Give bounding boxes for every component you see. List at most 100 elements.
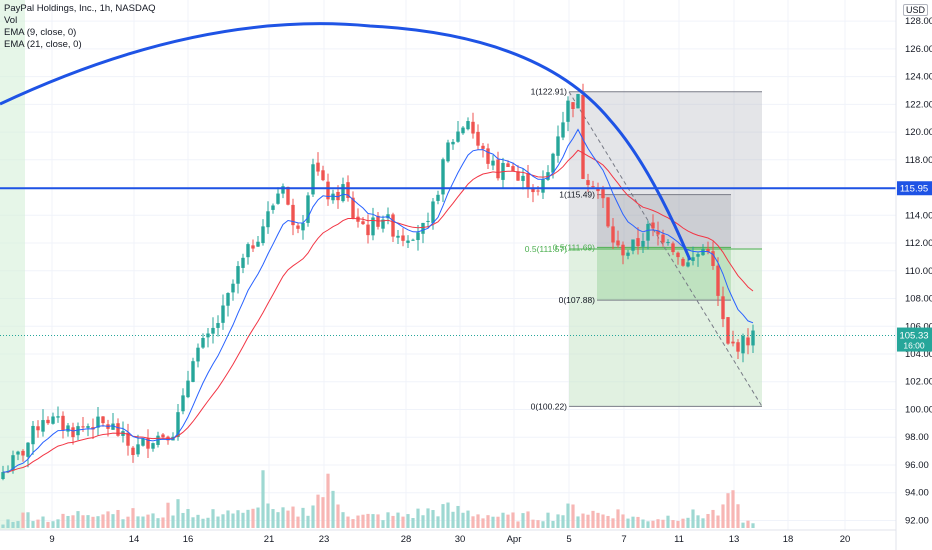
volume-bar <box>321 497 325 528</box>
session-highlight <box>0 0 25 530</box>
volume-bar <box>711 509 715 528</box>
volume-bar <box>681 518 685 528</box>
fib-level-label: 1(115.49) <box>559 190 595 200</box>
candle-body <box>91 427 95 430</box>
candle-body <box>576 94 580 109</box>
volume-bar <box>171 515 175 528</box>
volume-bar <box>96 516 100 528</box>
volume-bar <box>141 516 145 528</box>
volume-bar <box>11 521 15 528</box>
last-price-text: 105.33 <box>899 331 928 342</box>
volume-bar <box>446 502 450 528</box>
volume-bar <box>621 514 625 528</box>
volume-bar <box>271 509 275 528</box>
candle-body <box>296 225 300 229</box>
volume-bar <box>416 508 420 528</box>
volume-bar <box>636 516 640 528</box>
volume-bar <box>656 519 660 528</box>
candle-body <box>581 94 585 179</box>
volume-bar <box>676 520 680 528</box>
volume-bar <box>721 504 725 528</box>
candle-body <box>186 380 190 398</box>
candle-body <box>371 217 375 236</box>
candle-body <box>626 252 630 256</box>
volume-bar <box>161 517 165 528</box>
volume-bar <box>471 516 475 528</box>
candle-body <box>291 204 295 226</box>
candle-body <box>716 265 720 296</box>
volume-bar <box>256 507 260 528</box>
volume-bar <box>231 513 235 528</box>
candle-body <box>446 142 450 162</box>
time-tick-label: 30 <box>455 534 466 545</box>
candle-body <box>541 179 545 193</box>
volume-bar <box>631 516 635 528</box>
volume-bar <box>396 512 400 528</box>
volume-bar <box>376 514 380 528</box>
volume-bar <box>201 518 205 528</box>
candle-body <box>601 189 605 199</box>
volume-bar <box>751 523 755 528</box>
candle-body <box>631 239 635 251</box>
currency-button[interactable]: USD <box>902 4 928 16</box>
candle-body <box>141 438 145 446</box>
candle-body <box>481 145 485 149</box>
candle-body <box>66 425 70 432</box>
volume-bar <box>1 524 5 528</box>
candle-body <box>651 222 655 229</box>
volume-bar <box>616 509 620 528</box>
candle-body <box>656 230 660 235</box>
candle-body <box>381 219 385 229</box>
candle-body <box>161 434 165 438</box>
fib-lower-zone <box>569 248 762 407</box>
volume-bar <box>476 514 480 528</box>
candle-body <box>276 193 280 204</box>
candle-body <box>361 221 365 225</box>
candle-body <box>351 197 355 219</box>
candle-body <box>336 191 340 201</box>
volume-bar <box>546 512 550 528</box>
volume-bar <box>661 519 665 528</box>
candle-body <box>181 395 185 412</box>
time-tick-label: 14 <box>129 534 140 545</box>
candle-body <box>636 238 640 247</box>
time-tick-label: 20 <box>840 534 851 545</box>
volume-bar <box>506 514 510 528</box>
candle-body <box>191 361 195 382</box>
candle-body <box>176 412 180 437</box>
volume-bar <box>71 515 75 528</box>
candle-body <box>266 211 270 228</box>
price-tick-label: 106.00 <box>905 321 932 332</box>
volume-bar <box>486 515 490 528</box>
volume-bar <box>6 519 10 528</box>
candle-body <box>216 323 220 328</box>
time-tick-label: 9 <box>49 534 54 545</box>
candle-body <box>51 416 55 424</box>
fib-level-label: 0.5(111.69) <box>553 242 595 252</box>
time-tick-label: 18 <box>783 534 794 545</box>
price-tick-label: 104.00 <box>905 349 932 360</box>
candle-body <box>496 159 500 179</box>
volume-bar <box>116 509 120 528</box>
candle-body <box>256 241 260 247</box>
candle-body <box>681 258 685 266</box>
candle-body <box>421 222 425 234</box>
volume-bar <box>666 515 670 528</box>
vol-legend: Vol <box>4 15 18 26</box>
candle-body <box>436 194 440 201</box>
candle-body <box>251 245 255 249</box>
fib-level-label: 1(122.91) <box>531 87 568 97</box>
fib-level-label: 0(100.22) <box>531 401 568 411</box>
fib-level-label: 0(107.88) <box>559 295 596 305</box>
candle-body <box>16 451 20 455</box>
price-tick-label: 92.00 <box>905 515 929 526</box>
candle-body <box>706 248 710 253</box>
price-tick-label: 118.00 <box>905 155 932 166</box>
volume-bar <box>156 518 160 528</box>
price-tick-label: 112.00 <box>905 238 932 249</box>
fib-trend-line <box>568 91 763 407</box>
volume-bar <box>311 505 315 528</box>
candle-body <box>591 186 595 188</box>
